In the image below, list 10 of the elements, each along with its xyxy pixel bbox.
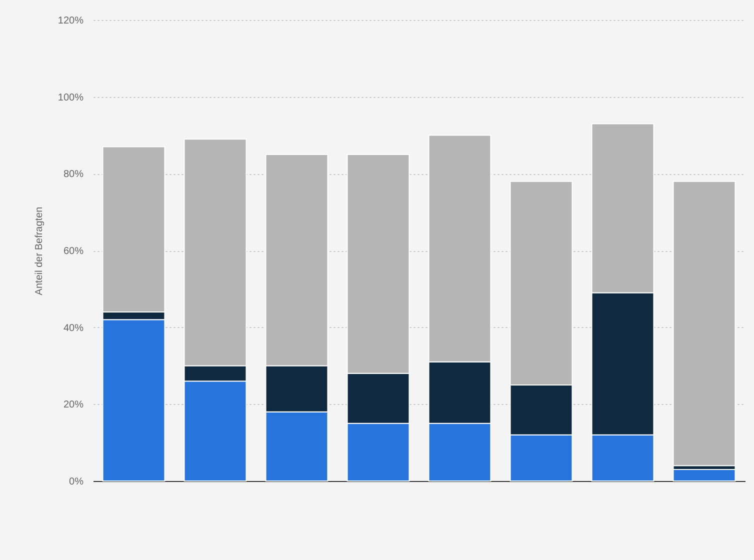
y-tick-label: 40% [63,322,84,334]
y-tick-label: 0% [69,476,84,488]
y-tick-label: 100% [58,92,84,104]
y-tick-label: 60% [63,246,84,257]
bar [672,468,736,482]
y-tick-label: 20% [63,400,84,411]
y-tick-label: 120% [58,16,84,26]
y-axis-title: Anteil der Befragten [34,206,45,296]
bar [672,180,736,466]
y-tick-label: 80% [63,169,84,180]
